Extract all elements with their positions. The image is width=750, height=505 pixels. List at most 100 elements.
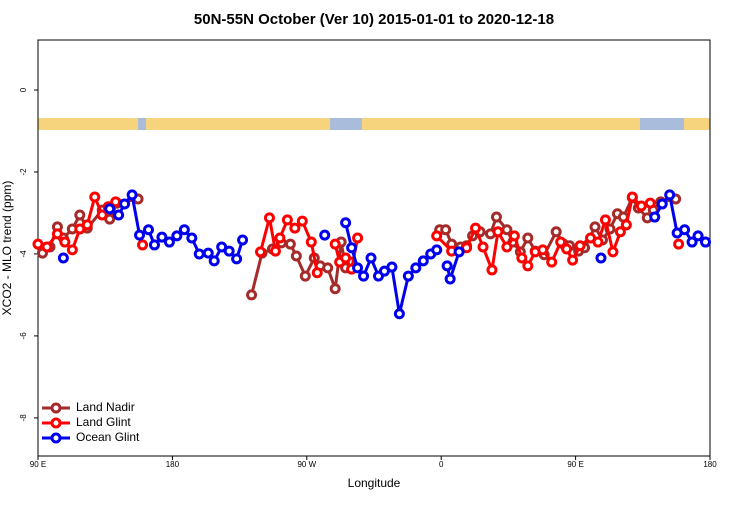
point	[501, 224, 513, 236]
point	[686, 236, 698, 248]
point	[143, 224, 155, 236]
point	[486, 264, 498, 276]
point	[501, 241, 513, 253]
x-tick-label: 180	[703, 460, 717, 469]
point	[223, 245, 235, 257]
point	[516, 252, 528, 264]
point	[567, 254, 579, 266]
point	[51, 228, 63, 240]
point	[352, 262, 364, 274]
x-tick-label: 90 W	[297, 460, 316, 469]
point	[522, 260, 534, 272]
point	[104, 203, 116, 215]
point	[546, 256, 558, 268]
point	[431, 230, 443, 242]
point	[274, 232, 286, 244]
point	[692, 230, 704, 242]
point	[574, 240, 586, 252]
point	[561, 243, 573, 255]
y-tick-label: -8	[19, 414, 28, 422]
point	[57, 252, 69, 264]
point	[59, 236, 71, 248]
legend-label: Ocean Glint	[76, 430, 140, 444]
point	[555, 236, 567, 248]
point	[431, 244, 443, 256]
point	[358, 270, 370, 282]
legend-marker	[50, 417, 62, 429]
point	[365, 252, 377, 264]
point	[592, 236, 604, 248]
point	[550, 226, 562, 238]
point	[119, 198, 131, 210]
point	[440, 224, 452, 236]
point	[289, 222, 301, 234]
point	[620, 219, 632, 231]
point	[700, 236, 712, 248]
chart-title: 50N-55N October (Ver 10) 2015-01-01 to 2…	[194, 11, 554, 28]
point	[305, 236, 317, 248]
y-tick-label: -2	[19, 168, 28, 176]
y-axis-label: XCO2 - MLO trend (ppm)	[0, 181, 14, 316]
point	[410, 262, 422, 274]
y-tick-label: 0	[19, 87, 28, 92]
point	[656, 198, 668, 210]
point	[208, 255, 220, 267]
point	[673, 238, 685, 250]
point	[346, 242, 358, 254]
x-tick-label: 0	[439, 460, 444, 469]
point	[231, 253, 243, 265]
point	[340, 252, 352, 264]
point	[614, 226, 626, 238]
point	[41, 241, 53, 253]
point	[255, 246, 267, 258]
point	[178, 224, 190, 236]
point	[237, 234, 249, 246]
point	[386, 261, 398, 273]
point	[664, 189, 676, 201]
point	[352, 232, 364, 244]
point	[607, 246, 619, 258]
point	[66, 244, 78, 256]
point	[595, 252, 607, 264]
point	[537, 244, 549, 256]
point	[137, 239, 149, 251]
point	[329, 283, 341, 295]
point	[269, 245, 281, 257]
point	[319, 229, 331, 241]
point	[113, 209, 125, 221]
point	[477, 241, 489, 253]
point	[508, 230, 520, 242]
point	[163, 236, 175, 248]
point	[81, 219, 93, 231]
point	[679, 224, 691, 236]
point	[441, 260, 453, 272]
x-tick-label: 90 E	[30, 460, 46, 469]
point	[589, 221, 601, 233]
x-tick-label: 180	[166, 460, 180, 469]
point	[453, 246, 465, 258]
point	[186, 232, 198, 244]
point	[522, 232, 534, 244]
point	[311, 267, 323, 279]
point	[290, 250, 302, 262]
x-axis-label: Longitude	[348, 476, 401, 490]
legend-marker	[50, 402, 62, 414]
legend-label: Land Nadir	[76, 400, 135, 414]
point	[470, 222, 482, 234]
point	[644, 197, 656, 209]
point	[322, 262, 334, 274]
surface-band	[38, 118, 710, 130]
legend-label: Land Glint	[76, 415, 131, 429]
point	[490, 211, 502, 223]
point	[393, 308, 405, 320]
point	[202, 247, 214, 259]
point	[329, 238, 341, 250]
point	[89, 191, 101, 203]
point	[74, 209, 86, 221]
point	[32, 238, 44, 250]
point	[417, 255, 429, 267]
point	[284, 238, 296, 250]
point	[340, 217, 352, 229]
point	[299, 270, 311, 282]
